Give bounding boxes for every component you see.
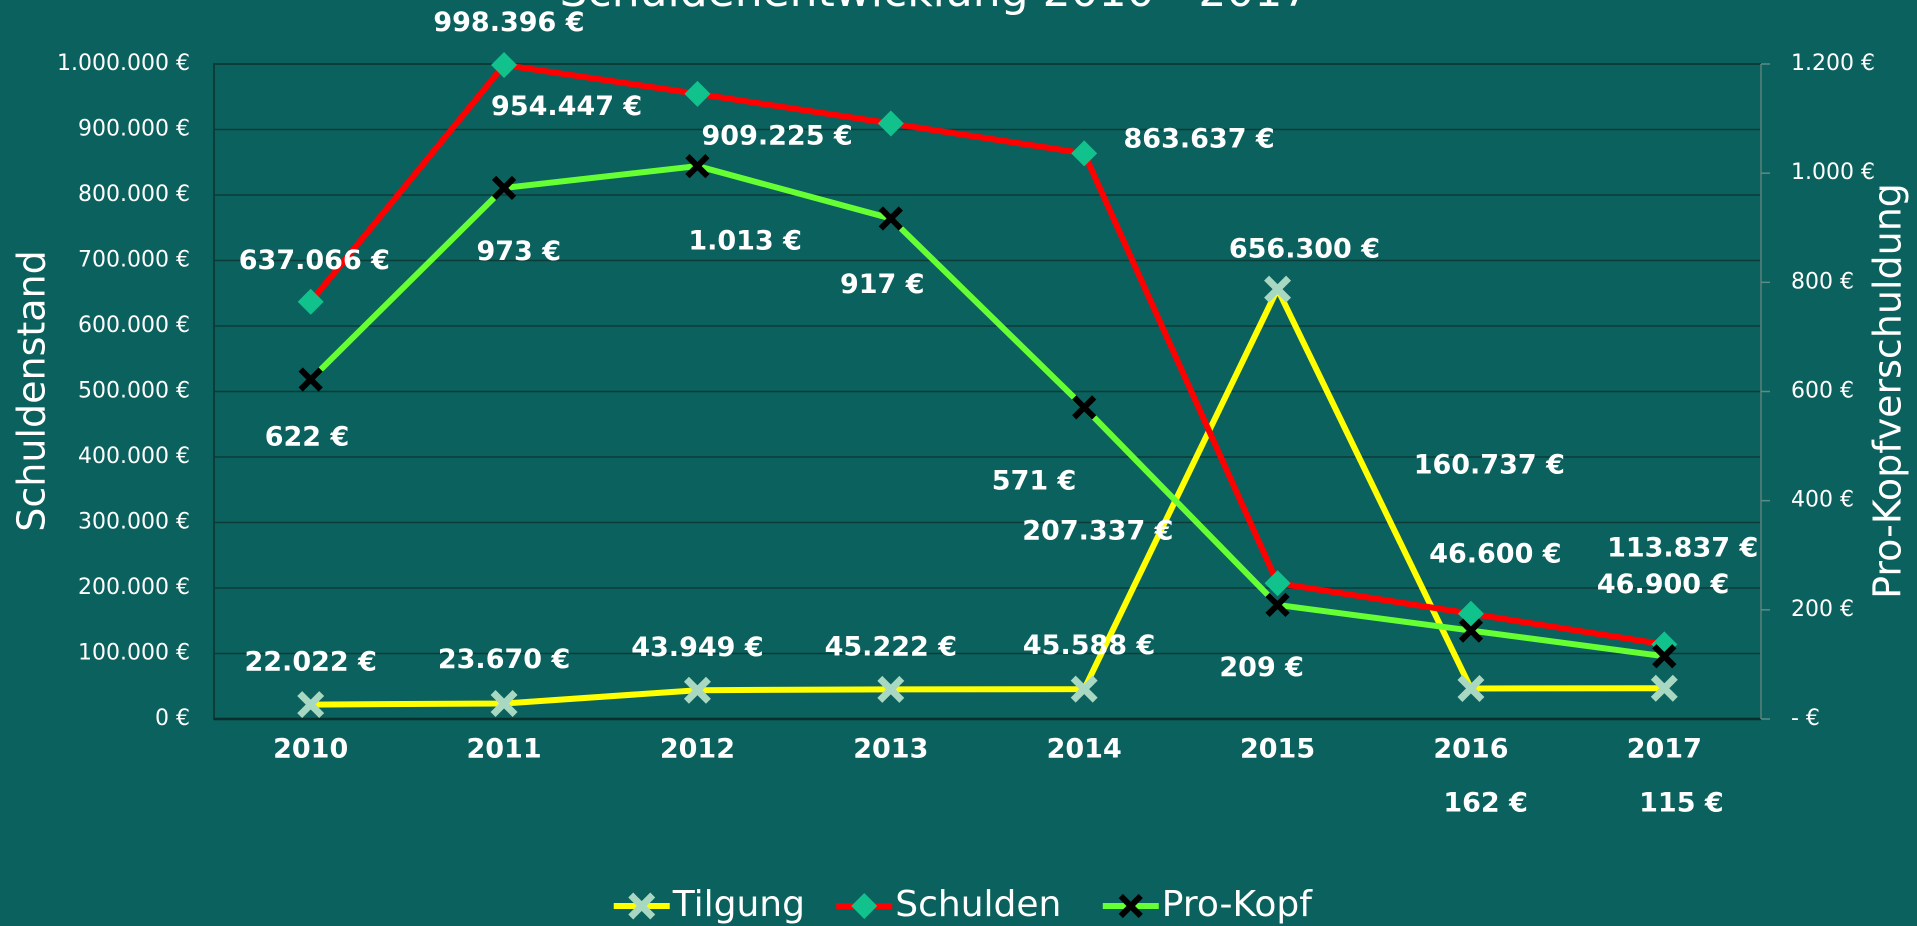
- x-tick-label: 2014: [1047, 734, 1122, 765]
- marker: [1070, 675, 1098, 703]
- x-tick-label: 2011: [466, 734, 541, 765]
- y-axis-title: Schuldenstand: [10, 250, 54, 532]
- marker: [1652, 644, 1677, 669]
- x-tick-label: 2017: [1627, 734, 1702, 765]
- data-label: 45.588 €: [1023, 630, 1155, 661]
- data-label: 863.637 €: [1124, 123, 1275, 154]
- y-tick-label: 800.000 €: [78, 182, 190, 207]
- legend-marker: [1118, 893, 1143, 919]
- y-tick-label: 100.000 €: [78, 641, 190, 666]
- legend-label: Tilgung: [672, 884, 805, 925]
- data-label: 622 €: [265, 422, 350, 453]
- data-label: 115 €: [1639, 788, 1724, 819]
- marker: [877, 110, 904, 137]
- data-label: 917 €: [840, 269, 925, 300]
- x-tick-label: 2015: [1240, 734, 1315, 765]
- y-tick-label: 500.000 €: [78, 379, 190, 404]
- series-line: [310, 286, 1665, 708]
- marker: [1264, 275, 1292, 303]
- data-label: 207.337 €: [1022, 515, 1173, 546]
- marker: [1457, 675, 1485, 702]
- data-label: 46.600 €: [1429, 539, 1561, 570]
- legend-label: Pro-Kopf: [1162, 884, 1313, 925]
- legend-label: Schulden: [895, 884, 1061, 925]
- y2-tick-label: 800 €: [1791, 269, 1854, 294]
- marker: [683, 676, 711, 704]
- y2-tick-label: 600 €: [1791, 379, 1854, 404]
- x-tick-label: 2013: [853, 734, 928, 765]
- y-tick-label: 300.000 €: [78, 510, 190, 535]
- data-label: 22.022 €: [244, 647, 376, 678]
- y-tick-label: 1.000.000 €: [57, 51, 190, 76]
- y2-tick-label: 1.200 €: [1791, 51, 1875, 76]
- marker: [877, 675, 905, 703]
- data-label: 909.225 €: [702, 120, 853, 151]
- legend-marker: [628, 892, 656, 920]
- marker: [491, 175, 517, 201]
- marker: [684, 80, 711, 107]
- y-tick-label: 700.000 €: [78, 248, 190, 273]
- y-tick-label: 900.000 €: [78, 117, 190, 142]
- data-label: 160.737 €: [1414, 449, 1565, 480]
- legend-marker: [851, 893, 878, 919]
- y2-tick-label: 400 €: [1791, 488, 1854, 513]
- y-tick-label: 200.000 €: [78, 575, 190, 600]
- data-label: 23.670 €: [438, 644, 570, 675]
- y2-tick-label: - €: [1791, 706, 1820, 731]
- x-tick-label: 2012: [660, 734, 735, 765]
- marker: [1458, 618, 1484, 643]
- marker: [1265, 592, 1290, 618]
- series-line: [308, 163, 1665, 660]
- data-label: 43.949 €: [631, 632, 763, 663]
- marker: [1072, 395, 1097, 420]
- marker: [685, 153, 710, 179]
- chart-title: Schuldenentwicklung 2010 - 2017: [560, 0, 1311, 17]
- series-line: [308, 62, 1665, 648]
- y2-axis-title: Pro-Kopfverschuldung: [1866, 183, 1910, 599]
- data-label: 162 €: [1443, 788, 1528, 819]
- data-label: 637.066 €: [239, 245, 390, 276]
- marker: [297, 288, 324, 315]
- marker: [1650, 674, 1678, 702]
- marker: [490, 690, 518, 717]
- data-label: 209 €: [1219, 652, 1304, 683]
- y-tick-label: 600.000 €: [78, 313, 190, 338]
- data-label: 973 €: [476, 236, 561, 267]
- marker: [491, 52, 518, 79]
- y2-tick-label: 1.000 €: [1791, 160, 1875, 185]
- x-tick-label: 2010: [273, 734, 348, 765]
- data-label: 656.300 €: [1229, 234, 1380, 265]
- x-tick-label: 2016: [1433, 734, 1508, 765]
- marker: [1071, 140, 1098, 167]
- y-tick-label: 400.000 €: [78, 444, 190, 469]
- marker: [298, 367, 323, 392]
- y2-tick-label: 200 €: [1791, 597, 1854, 622]
- data-label: 571 €: [992, 465, 1077, 496]
- data-label: 954.447 €: [491, 91, 642, 122]
- marker: [878, 206, 903, 231]
- data-label: 46.900 €: [1597, 569, 1729, 600]
- data-label: 113.837 €: [1607, 533, 1758, 564]
- y-tick-label: 0 €: [155, 706, 190, 731]
- data-label: 998.396 €: [433, 7, 584, 38]
- data-label: 45.222 €: [825, 631, 957, 662]
- data-label: 1.013 €: [688, 225, 802, 256]
- marker: [1264, 570, 1291, 597]
- marker: [297, 691, 325, 719]
